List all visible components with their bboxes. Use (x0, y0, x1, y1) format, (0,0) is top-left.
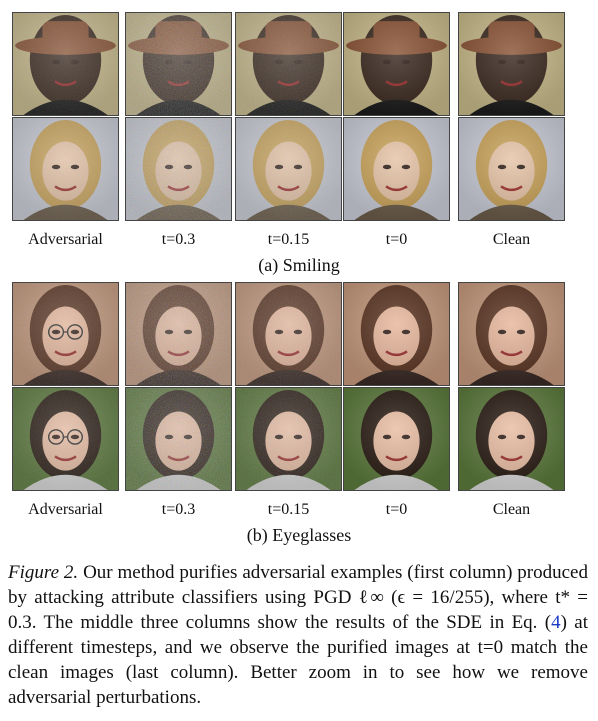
image-curly-haired-boy-t0-15 (235, 387, 342, 491)
column-label-t0-15: t=0.15 (267, 501, 310, 518)
image-blonde-woman-t0-15 (235, 117, 342, 221)
image-curly-haired-boy-adversarial (12, 387, 119, 491)
image-dark-haired-woman-adversarial (12, 282, 119, 386)
image-dark-haired-woman-t0 (343, 282, 450, 386)
image-curly-haired-boy-clean (458, 387, 565, 491)
subcaption-smiling: (a) Smiling (258, 255, 340, 275)
image-man-with-brown-hat-adversarial (12, 12, 119, 116)
caption-text-2: ) at different timesteps, and we observe… (8, 612, 588, 708)
image-dark-haired-woman-clean (458, 282, 565, 386)
image-man-with-brown-hat-t0 (343, 12, 450, 116)
image-curly-haired-boy-t0 (343, 387, 450, 491)
image-man-with-brown-hat-clean (458, 12, 565, 116)
column-label-adversarial: Adversarial (28, 501, 103, 518)
image-blonde-woman-adversarial (12, 117, 119, 221)
image-man-with-brown-hat-t0-3 (125, 12, 232, 116)
column-label-t0-3: t=0.3 (161, 501, 196, 518)
column-label-t0-15: t=0.15 (267, 231, 310, 248)
image-blonde-woman-t0 (343, 117, 450, 221)
image-dark-haired-woman-t0-15 (235, 282, 342, 386)
figure-label: Figure 2. (8, 562, 79, 583)
equation-reference-link[interactable]: 4 (551, 612, 561, 633)
column-label-adversarial: Adversarial (28, 231, 103, 248)
image-blonde-woman-clean (458, 117, 565, 221)
column-label-clean: Clean (492, 501, 531, 518)
image-dark-haired-woman-t0-3 (125, 282, 232, 386)
column-label-t0: t=0 (385, 231, 408, 248)
subcaption-eyeglasses: (b) Eyeglasses (246, 525, 352, 545)
figure-caption: Figure 2. Our method purifies adversaria… (8, 560, 588, 710)
column-label-t0-3: t=0.3 (161, 231, 196, 248)
column-label-clean: Clean (492, 231, 531, 248)
image-curly-haired-boy-t0-3 (125, 387, 232, 491)
image-blonde-woman-t0-3 (125, 117, 232, 221)
image-man-with-brown-hat-t0-15 (235, 12, 342, 116)
caption-text-1: Our method purifies adversarial examples… (8, 562, 588, 633)
column-label-t0: t=0 (385, 501, 408, 518)
